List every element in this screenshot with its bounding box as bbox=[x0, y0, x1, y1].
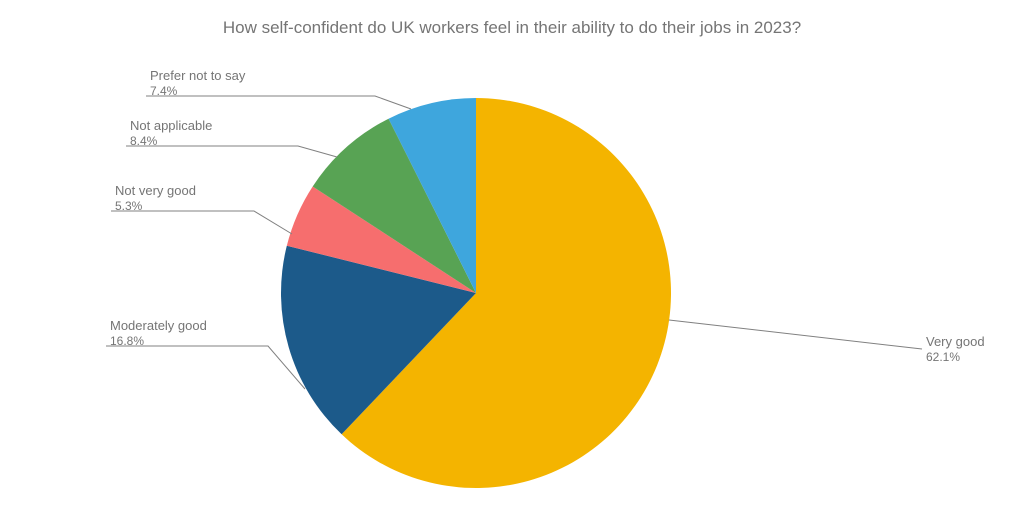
slice-label-value: 62.1% bbox=[926, 350, 960, 364]
slice-label-value: 8.4% bbox=[130, 134, 158, 148]
slice-label-name: Not applicable bbox=[130, 118, 212, 133]
slice-label-name: Prefer not to say bbox=[150, 68, 246, 83]
slice-label: Very good62.1% bbox=[926, 334, 985, 364]
slice-label: Moderately good16.8% bbox=[110, 318, 207, 348]
leader-line bbox=[146, 96, 411, 109]
pie-chart: Very good62.1% Moderately good16.8% Not ve… bbox=[0, 0, 1024, 512]
leader-line bbox=[126, 146, 337, 157]
slice-label-value: 5.3% bbox=[115, 199, 143, 213]
slice-label-name: Not very good bbox=[115, 183, 196, 198]
leader-line bbox=[106, 346, 305, 389]
leader-line bbox=[111, 211, 292, 234]
slice-label-name: Moderately good bbox=[110, 318, 207, 333]
slice-label-name: Very good bbox=[926, 334, 985, 349]
slice-label-value: 7.4% bbox=[150, 84, 178, 98]
slice-label-value: 16.8% bbox=[110, 334, 144, 348]
slice-label: Prefer not to say7.4% bbox=[150, 68, 246, 98]
slice-label: Not very good5.3% bbox=[115, 183, 196, 213]
slice-label: Not applicable8.4% bbox=[130, 118, 212, 148]
leader-line bbox=[669, 320, 922, 349]
